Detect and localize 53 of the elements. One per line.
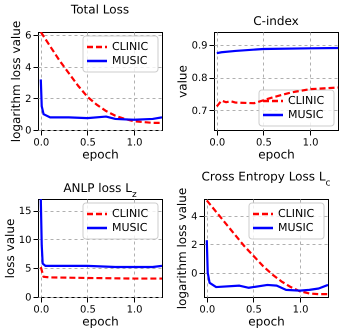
x-tick-label: 1.0 (126, 304, 142, 316)
chart-title: Cross Entropy Loss L$_{c}$ (202, 169, 331, 188)
y-axis-title: logarithm loss value (175, 188, 190, 310)
x-axis-title: epoch (82, 314, 119, 328)
x-axis-title: epoch (248, 314, 285, 328)
y-tick-label: 6 (25, 30, 32, 42)
y-tick-label: 0 (191, 268, 198, 280)
x-tick-label: 1.0 (292, 304, 308, 316)
chart-title: C-index (253, 14, 299, 28)
x-axis-title: epoch (258, 148, 295, 162)
x-tick-label: 0.5 (256, 138, 272, 148)
y-axis-title: logarithm loss value (9, 20, 24, 142)
line-series (40, 32, 162, 124)
x-tick-label: 0.0 (199, 304, 216, 316)
line-series (40, 78, 162, 121)
y-tick-label: 10 (18, 234, 32, 246)
line-series (206, 199, 328, 296)
y-axis-title: value (176, 65, 190, 98)
legend-label: MUSIC (278, 221, 314, 234)
y-tick-label: 0.8 (192, 73, 208, 84)
y-tick-label: 0 (25, 126, 32, 136)
legend-label: MUSIC (288, 108, 324, 121)
y-axis-title: loss value (2, 218, 17, 278)
legend-label: CLINIC (112, 40, 149, 53)
y-tick-label: 2 (25, 94, 32, 105)
y-tick-label: 4 (25, 62, 32, 74)
legend-label: MUSIC (112, 54, 148, 67)
legend-label: CLINIC (112, 207, 149, 220)
line-series (216, 86, 338, 108)
y-tick-label: 0.9 (192, 40, 208, 52)
legend-label: MUSIC (112, 221, 148, 234)
x-tick-label: 1.0 (302, 138, 318, 148)
y-tick-label: 5 (25, 264, 32, 275)
legend-label: CLINIC (288, 94, 325, 107)
line-series (40, 199, 162, 268)
x-tick-label: 0.0 (33, 138, 50, 148)
legend-label: CLINIC (278, 207, 315, 220)
line-series (40, 266, 162, 280)
line-series (206, 239, 328, 292)
x-tick-label: 0.5 (80, 304, 96, 316)
x-tick-label: 1.0 (126, 138, 142, 148)
x-tick-label: 0.5 (80, 138, 96, 148)
y-tick-label: 2 (191, 240, 198, 251)
y-tick-label: 4 (191, 212, 198, 223)
chart-title: Total Loss (70, 2, 130, 16)
y-tick-label: 15 (18, 206, 32, 218)
x-tick-label: 0.0 (33, 304, 50, 316)
x-tick-label: 0.5 (246, 304, 262, 316)
y-tick-label: 0.7 (192, 106, 208, 117)
chart-title: ANLP loss L$_{z}$ (63, 181, 137, 200)
x-axis-title: epoch (82, 148, 119, 162)
x-tick-label: 0.0 (209, 138, 226, 148)
y-tick-label: 0 (25, 292, 32, 304)
